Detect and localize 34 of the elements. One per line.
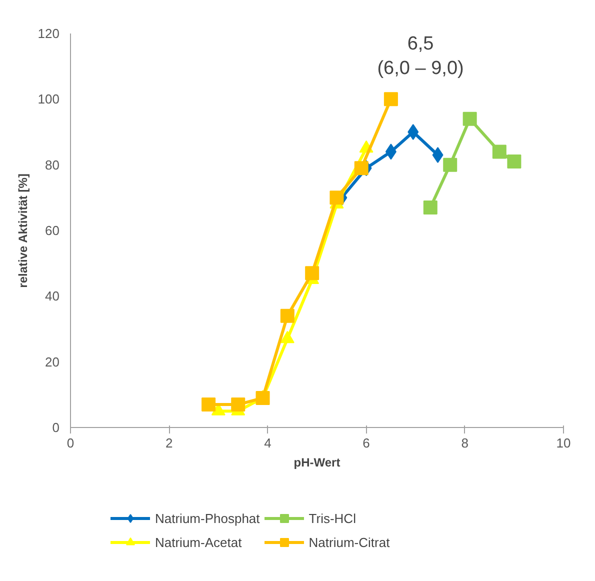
x-tick-label: 6 — [362, 436, 370, 450]
legend-label: Tris-HCl — [308, 510, 356, 526]
point — [330, 190, 344, 205]
legend-label: Natrium-Acetat — [155, 534, 242, 550]
point — [305, 266, 320, 280]
point — [492, 144, 506, 159]
x-tick-label: 2 — [165, 436, 173, 450]
x-tick-label: 4 — [264, 436, 272, 450]
y-tick-label: 0 — [52, 420, 60, 435]
x-tick-label: 8 — [461, 436, 469, 450]
y-tick-label: 20 — [45, 354, 60, 370]
annotation: 6,5 (6,0 – 9,0) — [377, 33, 464, 79]
point — [423, 200, 438, 215]
point — [443, 158, 458, 172]
point — [354, 161, 368, 176]
point — [231, 398, 246, 412]
y-tick-label: 80 — [45, 157, 60, 172]
point — [507, 154, 522, 169]
x-axis-title: pH-Wert — [294, 456, 340, 470]
point — [462, 112, 477, 126]
y-tick-label: 60 — [45, 223, 60, 238]
x-tick-label: 0 — [66, 436, 74, 450]
point — [408, 124, 419, 140]
y-tick-label: 40 — [45, 288, 60, 304]
point — [202, 398, 216, 412]
legend-label: Natrium-Phosphat — [155, 510, 260, 526]
y-axis-title: relative Aktivität [%] — [16, 174, 30, 288]
y-tick-label: 100 — [38, 92, 60, 107]
point — [280, 308, 294, 323]
point — [256, 390, 270, 405]
y-tick-label: 120 — [38, 26, 60, 41]
point — [384, 92, 398, 106]
legend-label: Natrium-Citrat — [308, 534, 390, 550]
x-tick-label: 10 — [556, 436, 571, 450]
